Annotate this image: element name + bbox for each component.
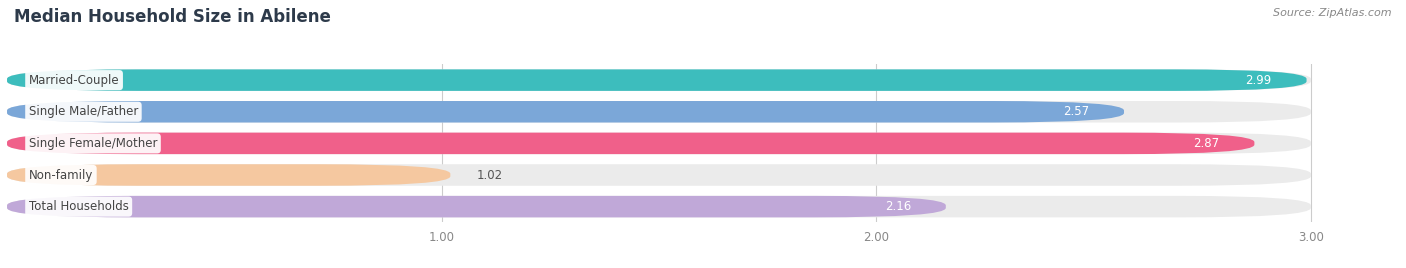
FancyBboxPatch shape [7, 133, 1310, 154]
FancyBboxPatch shape [7, 164, 450, 186]
Text: Non-family: Non-family [28, 169, 93, 181]
Text: Single Male/Father: Single Male/Father [28, 105, 138, 118]
FancyBboxPatch shape [7, 196, 946, 217]
FancyBboxPatch shape [7, 133, 1254, 154]
Text: 2.16: 2.16 [884, 200, 911, 213]
FancyBboxPatch shape [7, 69, 1306, 91]
Text: Total Households: Total Households [28, 200, 128, 213]
Text: 2.57: 2.57 [1063, 105, 1090, 118]
FancyBboxPatch shape [7, 101, 1310, 122]
Text: Single Female/Mother: Single Female/Mother [28, 137, 157, 150]
Text: 2.87: 2.87 [1194, 137, 1219, 150]
FancyBboxPatch shape [7, 69, 1310, 91]
Text: Source: ZipAtlas.com: Source: ZipAtlas.com [1274, 8, 1392, 18]
Text: 2.99: 2.99 [1246, 74, 1272, 87]
FancyBboxPatch shape [7, 196, 1310, 217]
FancyBboxPatch shape [7, 101, 1123, 122]
FancyBboxPatch shape [7, 164, 1310, 186]
Text: Married-Couple: Married-Couple [28, 74, 120, 87]
Text: 1.02: 1.02 [477, 169, 502, 181]
Text: Median Household Size in Abilene: Median Household Size in Abilene [14, 8, 330, 26]
